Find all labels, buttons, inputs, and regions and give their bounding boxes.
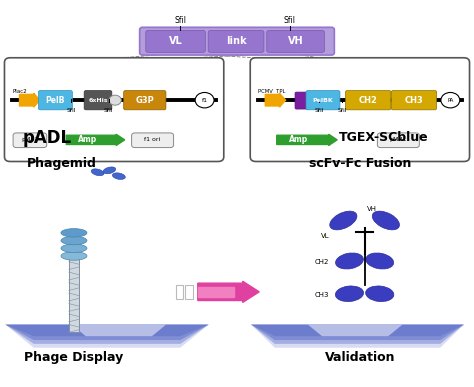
Ellipse shape [366, 253, 393, 269]
FancyArrow shape [19, 93, 40, 107]
Ellipse shape [336, 286, 364, 301]
Text: pMB1: pMB1 [390, 137, 407, 142]
Text: SfiI: SfiI [104, 108, 114, 113]
Ellipse shape [103, 167, 116, 174]
Text: PelB: PelB [46, 96, 65, 104]
Circle shape [441, 92, 460, 108]
Text: link: link [226, 36, 246, 46]
Polygon shape [251, 325, 464, 348]
FancyBboxPatch shape [250, 58, 470, 161]
FancyArrow shape [277, 134, 337, 146]
Text: 6xHis: 6xHis [88, 98, 108, 103]
FancyArrow shape [198, 281, 259, 302]
Text: VH: VH [288, 36, 303, 46]
Text: SfiI: SfiI [315, 108, 324, 113]
Polygon shape [308, 325, 402, 336]
Text: SfiI: SfiI [67, 108, 76, 113]
FancyBboxPatch shape [124, 91, 166, 110]
Text: VL: VL [320, 233, 329, 239]
FancyBboxPatch shape [346, 91, 391, 110]
Ellipse shape [61, 236, 87, 245]
Polygon shape [5, 325, 209, 348]
Ellipse shape [112, 173, 125, 180]
Text: CH2: CH2 [315, 259, 329, 265]
Text: TGEX-SCblue: TGEX-SCblue [339, 132, 428, 144]
FancyBboxPatch shape [140, 27, 334, 55]
Text: SfiI: SfiI [337, 108, 347, 113]
FancyArrow shape [198, 287, 234, 297]
Text: VL: VL [169, 36, 182, 46]
Ellipse shape [372, 211, 400, 230]
FancyBboxPatch shape [306, 91, 340, 110]
FancyArrow shape [66, 134, 125, 146]
Bar [185, 285, 192, 299]
Text: pMB1: pMB1 [21, 137, 39, 142]
Bar [69, 259, 79, 332]
FancyBboxPatch shape [146, 31, 205, 52]
Text: Phage Display: Phage Display [24, 351, 124, 364]
Text: SfiI: SfiI [174, 16, 186, 25]
Ellipse shape [330, 211, 357, 230]
Ellipse shape [61, 252, 87, 260]
Polygon shape [72, 325, 166, 336]
Text: PCMV  TPL: PCMV TPL [258, 89, 285, 94]
Ellipse shape [61, 229, 87, 237]
Ellipse shape [91, 169, 104, 176]
Ellipse shape [336, 253, 364, 269]
FancyBboxPatch shape [377, 133, 419, 147]
Ellipse shape [365, 286, 394, 301]
FancyBboxPatch shape [267, 31, 324, 52]
Bar [175, 285, 183, 299]
Polygon shape [251, 325, 464, 336]
Circle shape [195, 92, 214, 108]
Text: Amp: Amp [290, 135, 309, 144]
FancyBboxPatch shape [38, 91, 73, 110]
Text: f1: f1 [201, 98, 208, 103]
Ellipse shape [61, 244, 87, 252]
Text: Amp: Amp [78, 135, 97, 144]
Polygon shape [251, 325, 464, 340]
Text: SfiI: SfiI [284, 16, 296, 25]
Polygon shape [5, 325, 209, 336]
Text: CH3: CH3 [315, 292, 329, 298]
Text: f1 ori: f1 ori [145, 137, 161, 142]
FancyBboxPatch shape [391, 91, 437, 110]
Text: Validation: Validation [325, 351, 395, 364]
Text: CH2: CH2 [359, 96, 378, 104]
Text: VH: VH [367, 205, 377, 212]
Polygon shape [5, 325, 209, 344]
Text: Plac2: Plac2 [12, 89, 27, 94]
Polygon shape [251, 325, 464, 344]
Text: PelBK: PelBK [312, 98, 333, 103]
Text: pADL: pADL [23, 129, 72, 147]
FancyArrow shape [265, 93, 285, 107]
Text: G3P: G3P [136, 96, 154, 104]
Text: CH3: CH3 [405, 96, 423, 104]
FancyBboxPatch shape [84, 91, 112, 110]
FancyBboxPatch shape [295, 92, 308, 109]
Text: PA: PA [447, 98, 454, 103]
Circle shape [109, 95, 121, 105]
FancyBboxPatch shape [208, 31, 264, 52]
Text: scFv-Fc Fusion: scFv-Fc Fusion [309, 158, 411, 170]
Text: Phagemid: Phagemid [27, 158, 97, 170]
FancyBboxPatch shape [132, 133, 173, 147]
FancyBboxPatch shape [13, 133, 47, 147]
Polygon shape [5, 325, 209, 340]
FancyBboxPatch shape [4, 58, 224, 161]
